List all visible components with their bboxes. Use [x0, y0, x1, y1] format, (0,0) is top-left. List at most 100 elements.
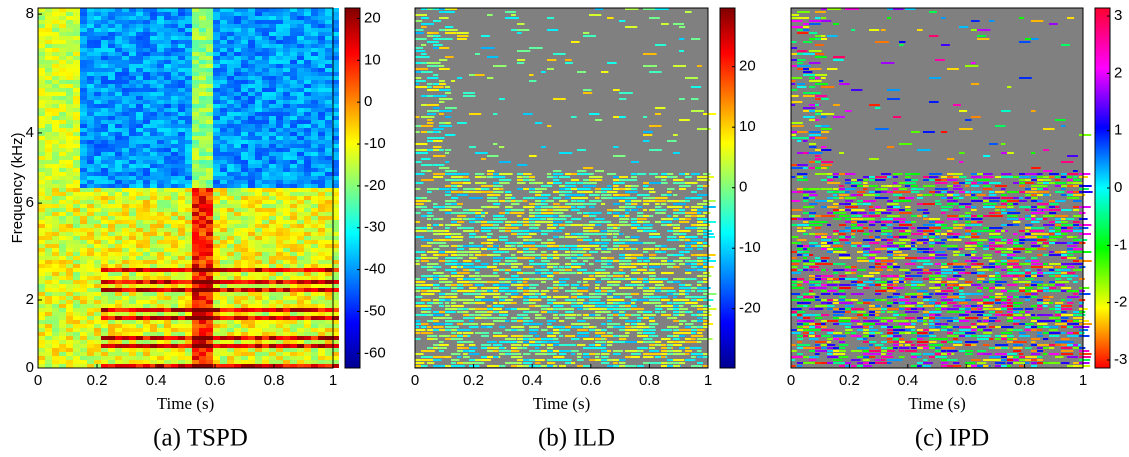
spectrogram-texture — [234, 256, 241, 260]
spectrogram-texture — [94, 216, 101, 220]
spectrogram-texture — [234, 360, 241, 364]
spectrogram-texture — [290, 64, 297, 68]
spectrogram-texture — [66, 220, 73, 224]
spectrogram-texture — [157, 56, 164, 60]
spectrogram-texture — [227, 232, 234, 236]
spectrogram-texture — [192, 240, 199, 244]
spectrogram-texture — [115, 316, 122, 320]
spectrogram-texture — [38, 120, 45, 124]
spectrogram-texture — [541, 266, 546, 268]
spectrogram-texture — [38, 100, 45, 104]
spectrogram-texture — [157, 256, 164, 260]
spectrogram-texture — [122, 264, 129, 268]
spectrogram-texture — [59, 68, 66, 72]
spectrogram-texture — [691, 209, 700, 211]
spectrogram-texture — [297, 188, 304, 192]
spectrogram-texture — [297, 228, 304, 232]
spectrogram-texture — [269, 176, 276, 180]
spectrogram-texture — [248, 276, 255, 280]
spectrogram-texture — [143, 168, 150, 172]
spectrogram-texture — [703, 221, 716, 223]
spectrogram-texture — [129, 36, 136, 40]
spectrogram-texture — [269, 36, 276, 40]
spectrogram-texture — [129, 192, 136, 196]
y-tick-label: 4 — [26, 124, 34, 141]
spectrogram-texture — [143, 276, 150, 280]
spectrogram-texture — [311, 236, 318, 240]
spectrogram-texture — [262, 268, 269, 272]
spectrogram-texture — [547, 245, 557, 247]
spectrogram-texture — [101, 356, 108, 360]
spectrogram-texture — [59, 208, 66, 212]
spectrogram-texture — [108, 212, 115, 216]
spectrogram-texture — [122, 32, 129, 36]
spectrogram-texture — [115, 156, 122, 160]
spectrogram-texture — [445, 161, 450, 163]
spectrogram-texture — [318, 24, 325, 28]
spectrogram-texture — [220, 48, 227, 52]
spectrogram-texture — [565, 215, 572, 217]
spectrogram-texture — [643, 116, 648, 118]
spectrogram-texture — [178, 140, 185, 144]
spectrogram-texture — [213, 276, 220, 280]
spectrogram-texture — [164, 156, 171, 160]
spectrogram-texture — [248, 36, 255, 40]
spectrogram-texture — [529, 47, 543, 49]
spectrogram-texture — [80, 88, 87, 92]
spectrogram-texture — [241, 340, 248, 344]
spectrogram-texture — [185, 48, 192, 52]
spectrogram-texture — [129, 300, 136, 304]
spectrogram-texture — [505, 242, 512, 244]
spectrogram-texture — [241, 128, 248, 132]
spectrogram-texture — [445, 173, 459, 175]
spectrogram-texture — [178, 100, 185, 104]
spectrogram-texture — [87, 200, 94, 204]
spectrogram-texture — [565, 173, 573, 175]
spectrogram-texture — [685, 197, 696, 199]
spectrogram-texture — [248, 312, 255, 316]
spectrogram-texture — [94, 132, 101, 136]
spectrogram-texture — [108, 44, 115, 48]
spectrogram-texture — [679, 218, 686, 220]
spectrogram-texture — [213, 8, 220, 12]
spectrogram-texture — [101, 28, 108, 32]
spectrogram-texture — [304, 292, 311, 296]
spectrogram-texture — [45, 300, 52, 304]
spectrogram-texture — [262, 8, 269, 12]
spectrogram-texture — [269, 116, 276, 120]
spectrogram-texture — [248, 152, 255, 156]
spectrogram-texture — [661, 173, 669, 175]
spectrogram-texture — [269, 256, 276, 260]
spectrogram-texture — [571, 188, 581, 190]
spectrogram-texture — [101, 292, 108, 296]
spectrogram-texture — [255, 40, 262, 44]
spectrogram-texture — [269, 100, 276, 104]
spectrogram-texture — [150, 156, 157, 160]
spectrogram-texture — [234, 312, 241, 316]
spectrogram-texture — [297, 184, 304, 188]
spectrogram-texture — [101, 32, 108, 36]
spectrogram-texture — [122, 340, 129, 344]
spectrogram-texture — [164, 316, 171, 320]
spectrogram-texture — [80, 120, 87, 124]
spectrogram-texture — [304, 80, 311, 84]
spectrogram-texture — [325, 52, 332, 56]
spectrogram-texture — [157, 120, 164, 124]
spectrogram-texture — [325, 88, 332, 92]
spectrogram-texture — [241, 220, 248, 224]
spectrogram-texture — [143, 52, 150, 56]
spectrogram-texture — [255, 276, 262, 280]
spectrogram-texture — [164, 148, 171, 152]
spectrogram-texture — [318, 336, 325, 340]
spectrogram-texture — [276, 64, 283, 68]
spectrogram-texture — [206, 200, 213, 204]
spectrogram-texture — [457, 248, 465, 250]
spectrogram-texture — [171, 52, 178, 56]
spectrogram-texture — [80, 84, 87, 88]
spectrogram-texture — [157, 108, 164, 112]
spectrogram-texture — [667, 230, 676, 232]
spectrogram-texture — [290, 228, 297, 232]
spectrogram-texture — [150, 316, 157, 320]
spectrogram-texture — [283, 120, 290, 124]
spectrogram-texture — [129, 104, 136, 108]
